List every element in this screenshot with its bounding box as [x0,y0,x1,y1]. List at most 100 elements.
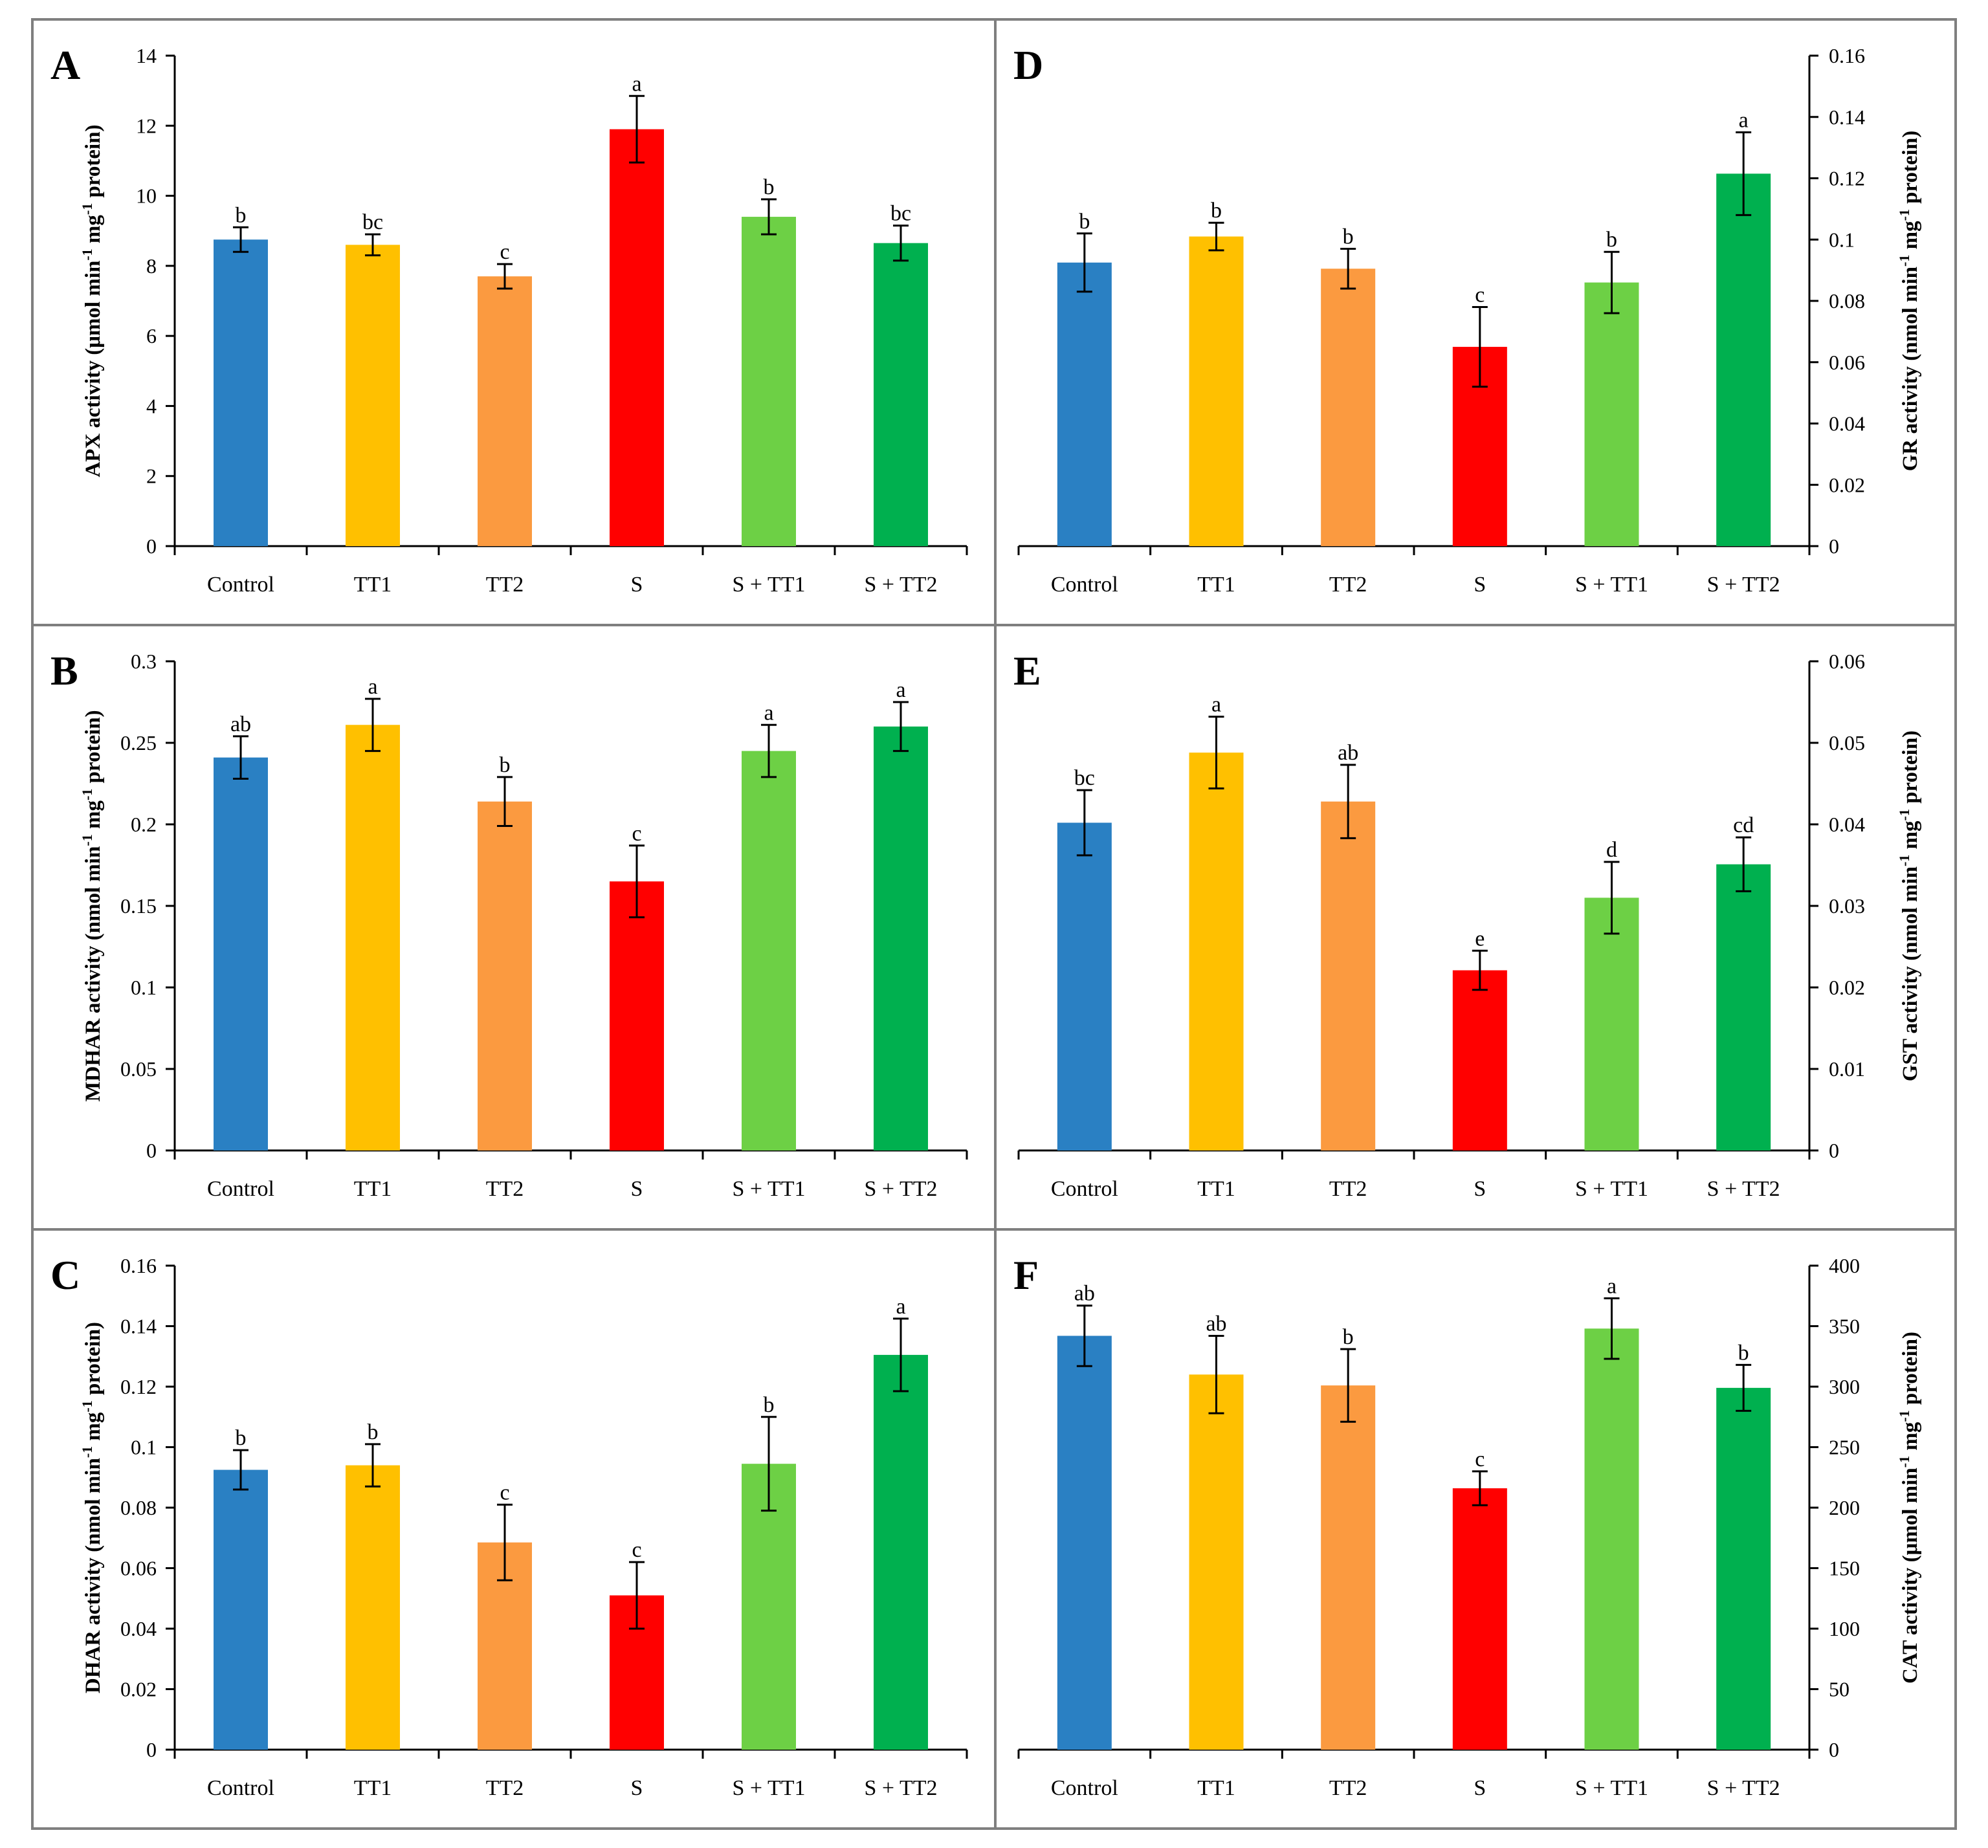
bar-s [610,129,664,546]
y-tick-label: 6 [146,324,157,347]
y-axis-title-superscript: -1 [79,203,95,215]
y-tick-label: 300 [1829,1375,1860,1398]
y-axis-title-text: DHAR activity [82,1552,105,1693]
y-axis-title: GST activity (nmol min-1 mg-1 protein) [1896,731,1923,1081]
x-tick-label: S + TT1 [732,1177,805,1201]
bar-s-tt1 [742,751,796,1150]
y-tick-label: 0.15 [120,894,157,918]
significance-letter: c [632,1538,641,1562]
y-axis-title-superscript: -1 [1896,209,1912,221]
significance-letter: b [1343,225,1354,248]
panel-e: E 0 0.01 0.02 0.03 0.04 0.05 0.06 GST activity (… [1013,648,1922,1201]
x-tick-label: TT1 [1197,573,1235,597]
significance-letter: a [368,675,377,699]
y-axis-title-unit: mg [82,800,105,835]
y-axis-title-superscript: -1 [79,248,95,260]
y-tick-label: 0 [146,1139,157,1162]
significance-letter: b [236,1426,247,1450]
x-tick-label: S + TT2 [1707,1776,1780,1800]
significance-letter: c [632,822,641,846]
significance-letter: a [1211,693,1221,717]
significance-letter: a [896,678,905,702]
x-tick-label: Control [207,1177,274,1201]
significance-letter: e [1475,927,1485,951]
y-axis-title-unit: protein) [1899,1332,1922,1410]
y-axis-title-superscript: -1 [1896,255,1912,267]
y-tick-label: 0.06 [120,1557,157,1580]
y-axis-title: DHAR activity (nmol min-1 mg-1 protein) [79,1322,105,1693]
y-tick-label: 0.14 [1829,105,1865,129]
panel-label: B [50,648,78,694]
bar-s-tt2 [1716,864,1771,1150]
y-axis-title-unit: (nmol min [82,1458,105,1552]
x-tick-label: S + TT2 [1707,1177,1780,1201]
y-axis-title-text: GST activity [1899,961,1922,1081]
bar-s-tt2 [1716,173,1771,546]
panel-label: C [50,1252,80,1298]
significance-letter: c [1475,1447,1485,1471]
bar-s [1452,970,1507,1150]
y-axis-title-unit: (nmol min [1899,267,1922,361]
bar-s [610,881,664,1150]
x-tick-label: S [631,573,643,597]
y-axis-title-unit: mg [82,1412,105,1446]
y-tick-label: 0.02 [1829,976,1865,999]
x-tick-label: TT1 [1197,1776,1235,1800]
y-tick-label: 0.02 [120,1678,157,1701]
panel-label: F [1013,1252,1039,1298]
y-tick-label: 0 [146,534,157,558]
y-axis-title: APX activity (μmol min-1 mg-1 protein) [79,124,105,477]
x-tick-label: Control [1051,1776,1118,1800]
panel-b: B 0 0.05 0.1 0.15 0.2 0.25 0.3 MDHAR activity (n… [50,648,968,1201]
y-tick-label: 0.1 [131,1436,157,1459]
y-axis-title-unit: protein) [82,710,105,788]
y-axis-title-unit: protein) [82,124,105,203]
x-tick-label: S + TT2 [864,1177,937,1201]
y-tick-label: 0.06 [1829,650,1865,673]
x-tick-label: TT2 [486,573,524,597]
y-axis-title-unit: mg [1899,820,1922,855]
y-axis-title-superscript: -1 [79,1446,95,1458]
x-tick-label: S [631,1776,643,1800]
y-tick-label: 0.2 [131,813,157,836]
y-tick-label: 0.05 [1829,731,1865,754]
y-axis-title-text: GR activity [1899,361,1922,471]
y-axis-title-superscript: -1 [1896,855,1912,866]
panel-label: D [1013,42,1043,88]
y-tick-label: 0 [1829,1139,1839,1162]
y-tick-label: 0.02 [1829,473,1865,496]
significance-letter: c [500,1480,509,1504]
y-tick-label: 200 [1829,1496,1860,1519]
bar-control [1057,822,1112,1150]
bar-s-tt1 [742,217,796,546]
bar-tt2 [1321,1385,1376,1750]
y-tick-label: 0.06 [1829,351,1865,374]
y-axis-title-superscript: -1 [1896,809,1912,820]
x-tick-label: S + TT2 [864,1776,937,1800]
significance-letter: b [1211,199,1222,223]
bar-tt2 [1321,801,1376,1150]
x-tick-label: TT2 [1329,1776,1367,1800]
y-axis-title-text: APX activity [82,355,105,478]
bar-s-tt1 [1584,1328,1639,1750]
significance-letter: c [1475,283,1485,307]
significance-letter: d [1606,838,1617,862]
y-tick-label: 0 [1829,534,1839,558]
y-axis-title-superscript: -1 [1896,1456,1912,1468]
y-axis-title-unit: (nmol min [82,846,105,941]
y-axis-title-unit: mg [1899,221,1922,255]
significance-letter: b [764,175,775,199]
panel-f: F 0 50 100 150 200 250 300 350 400 CAT activity (μ… [1013,1252,1922,1800]
x-tick-label: S + TT1 [1575,1776,1648,1800]
y-axis-title-text: MDHAR activity [82,940,105,1101]
y-tick-label: 0.1 [131,976,157,999]
y-axis-title-unit: mg [1899,1422,1922,1456]
y-tick-label: 0.16 [1829,44,1865,67]
y-tick-label: 0.04 [120,1617,157,1640]
significance-letter: a [764,701,773,725]
y-tick-label: 0.08 [1829,289,1865,313]
y-axis-title-superscript: -1 [79,1400,95,1412]
y-tick-label: 0.05 [120,1057,157,1081]
